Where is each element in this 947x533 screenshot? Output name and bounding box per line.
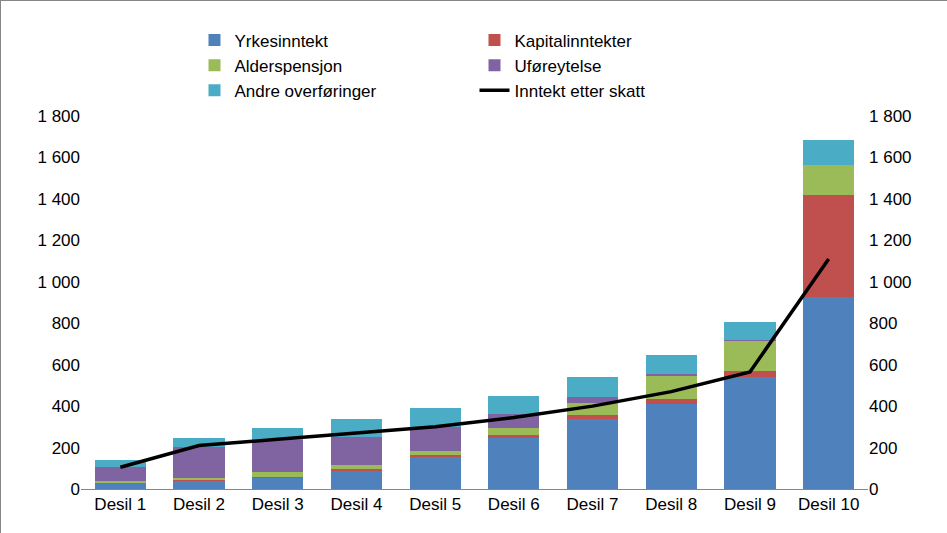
svg-text:Desil 2: Desil 2 [173,495,225,514]
svg-text:Inntekt etter skatt: Inntekt etter skatt [515,82,646,101]
svg-text:400: 400 [52,397,80,416]
svg-text:1 200: 1 200 [37,231,80,250]
svg-text:Uføreytelse: Uføreytelse [515,57,602,76]
svg-text:Desil 1: Desil 1 [94,495,146,514]
svg-text:1 800: 1 800 [37,107,80,126]
svg-text:Alderspensjon: Alderspensjon [235,57,343,76]
svg-text:Desil 3: Desil 3 [252,495,304,514]
svg-text:1 400: 1 400 [869,190,912,209]
svg-text:200: 200 [869,439,897,458]
svg-text:1 000: 1 000 [37,273,80,292]
svg-text:1 000: 1 000 [869,273,912,292]
svg-text:Kapitalinntekter: Kapitalinntekter [515,32,633,51]
svg-text:Desil 6: Desil 6 [488,495,540,514]
svg-text:1 800: 1 800 [869,107,912,126]
svg-text:Andre overføringer: Andre overføringer [235,82,377,101]
svg-text:200: 200 [52,439,80,458]
svg-text:1 400: 1 400 [37,190,80,209]
svg-text:1 600: 1 600 [37,148,80,167]
svg-text:400: 400 [869,397,897,416]
svg-text:600: 600 [869,356,897,375]
svg-text:1 200: 1 200 [869,231,912,250]
svg-text:Yrkesinntekt: Yrkesinntekt [235,32,329,51]
svg-text:0: 0 [71,480,80,499]
svg-text:Desil 10: Desil 10 [798,495,859,514]
svg-text:800: 800 [52,314,80,333]
svg-text:Desil 4: Desil 4 [330,495,382,514]
svg-text:600: 600 [52,356,80,375]
svg-text:Desil 5: Desil 5 [409,495,461,514]
svg-text:Desil 8: Desil 8 [645,495,697,514]
svg-text:0: 0 [869,480,878,499]
svg-text:Desil 9: Desil 9 [724,495,776,514]
svg-text:Desil 7: Desil 7 [567,495,619,514]
svg-text:800: 800 [869,314,897,333]
svg-text:1 600: 1 600 [869,148,912,167]
